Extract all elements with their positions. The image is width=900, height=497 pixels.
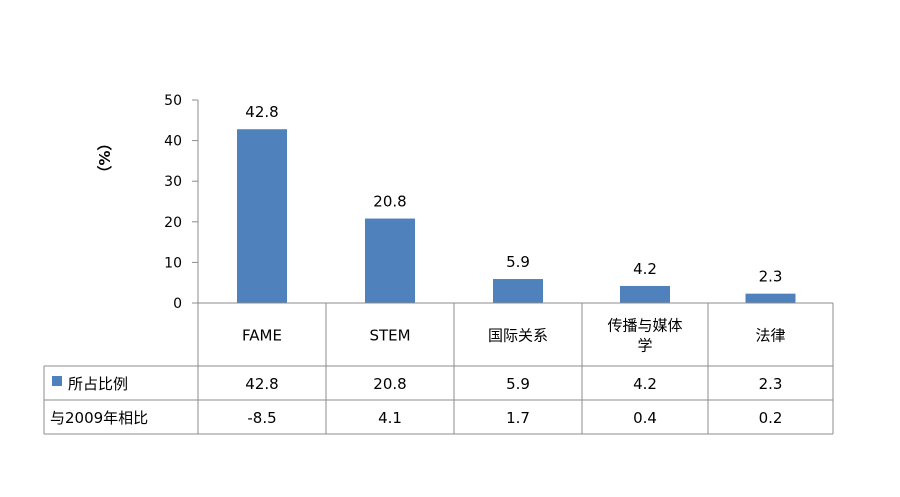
bar (237, 129, 287, 303)
y-axis-label: （%） (96, 135, 114, 180)
category-label: STEM (369, 327, 410, 345)
table-cell: 1.7 (506, 409, 530, 427)
y-tick-label: 10 (164, 255, 182, 271)
bars: 42.8 20.8 5.9 4.2 2.3 (237, 103, 796, 303)
bar (493, 279, 543, 303)
table-cell: 42.8 (245, 375, 278, 393)
bar (620, 285, 670, 303)
category-label: 法律 (755, 327, 785, 345)
row-header: 与2009年相比 (50, 409, 148, 427)
data-label: 5.9 (506, 253, 530, 271)
table-cell: 4.2 (633, 375, 657, 393)
table-cell: 5.9 (506, 375, 530, 393)
category-label: FAME (242, 327, 282, 345)
table-cell: -8.5 (247, 409, 276, 427)
table-cell: 4.1 (378, 409, 402, 427)
data-label: 2.3 (759, 268, 783, 286)
bar (745, 293, 796, 303)
table-cell: 0.4 (633, 409, 657, 427)
data-label: 20.8 (373, 193, 406, 211)
y-tick-label: 40 (164, 134, 182, 150)
bar (365, 218, 415, 303)
data-label: 4.2 (633, 260, 657, 278)
row-header: 所占比例 (68, 375, 128, 393)
category-label: 国际关系 (488, 327, 548, 345)
category-label: 传播与媒体学 (607, 317, 682, 355)
legend-swatch (52, 376, 62, 386)
y-tick-label: 30 (164, 174, 182, 190)
y-tick-label: 50 (164, 93, 182, 109)
y-tick-label: 20 (164, 215, 182, 231)
table-cell: 2.3 (759, 375, 783, 393)
table-cell: 0.2 (759, 409, 783, 427)
data-label: 42.8 (245, 103, 278, 121)
table-cell: 20.8 (373, 375, 406, 393)
y-tick-label: 0 (173, 296, 182, 312)
y-axis: 0 10 20 30 40 50 (164, 93, 199, 312)
